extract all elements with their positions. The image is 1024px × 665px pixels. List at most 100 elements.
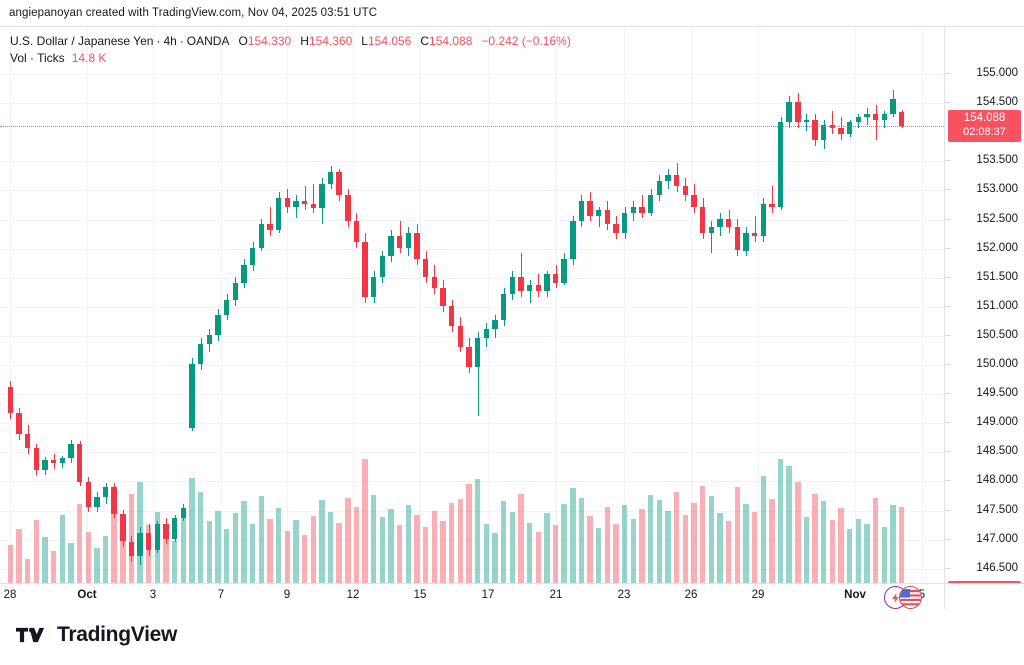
candle-body (751, 233, 758, 236)
volume-bar (345, 497, 351, 583)
candle-body (492, 320, 498, 330)
candle-body (795, 102, 801, 123)
candle-wick (884, 110, 885, 129)
volume-bar (120, 517, 126, 583)
volume-bar (258, 496, 264, 583)
price-axis-label: 146.500 (976, 561, 1018, 574)
volume-bar (622, 505, 628, 583)
candle-body (570, 221, 576, 260)
candle-body (708, 227, 714, 234)
candle-body (163, 524, 169, 539)
volume-bar (310, 516, 316, 583)
time-axis[interactable]: 28 Oct 3 7 9 12 15 17 21 23 26 29 Nov 5 (0, 583, 1024, 610)
volume-bar (717, 513, 723, 583)
grid-line-horizontal (0, 393, 944, 395)
grid-line-horizontal (0, 451, 944, 453)
volume-bar (371, 494, 377, 583)
volume-bar (146, 525, 152, 583)
price-axis[interactable]: 155.000 154.500 153.500 153.000 152.500 152.0… (944, 27, 1024, 599)
tradingview-mark (16, 627, 45, 643)
volume-bar (509, 512, 515, 583)
volume-bar (518, 493, 524, 583)
candle-body (76, 444, 83, 482)
candle-body (890, 99, 896, 114)
volume-bar (414, 514, 420, 583)
candle-wick (538, 273, 539, 298)
volume-bar (535, 532, 541, 583)
volume-bar (59, 514, 65, 583)
price-axis-tick (945, 480, 951, 481)
volume-bar (604, 506, 611, 583)
candle-body (189, 364, 195, 429)
time-axis-label: 21 (549, 589, 563, 601)
candle-body (24, 433, 31, 449)
candle-wick (521, 253, 522, 298)
candle-body (587, 201, 593, 216)
candle-body (397, 235, 403, 248)
volume-bar (76, 504, 83, 583)
volume-bar (379, 517, 386, 583)
candle-body (440, 288, 446, 306)
volume-bar (890, 505, 896, 583)
candle-body (68, 444, 74, 459)
bar-countdown: 02:08:37 (963, 125, 1006, 138)
candle-body (630, 206, 637, 213)
volume-bar (751, 512, 758, 583)
candle-body (336, 171, 342, 196)
candle-body (448, 305, 455, 327)
candle-body (457, 326, 463, 347)
price-axis-label: 147.500 (976, 503, 1018, 516)
grid-line-horizontal (0, 510, 944, 512)
candle-body (111, 487, 117, 515)
price-axis-tick (945, 277, 951, 278)
grid-line-vertical (758, 27, 759, 583)
volume-bar (483, 524, 489, 583)
volume-bar (500, 501, 507, 583)
volume-bar (397, 525, 403, 583)
volume-bar (102, 535, 109, 583)
volume-bar (94, 547, 100, 583)
price-line (0, 126, 944, 128)
time-axis-label: 23 (617, 589, 631, 601)
candle-body (223, 299, 230, 315)
volume-bar (16, 528, 22, 583)
candle-body (873, 113, 879, 120)
candle-wick (876, 105, 877, 140)
candle-wick (530, 279, 531, 303)
candle-body (518, 276, 524, 292)
candle-body (760, 203, 766, 236)
grid-line-vertical (287, 27, 288, 583)
price-axis-label: 152.000 (976, 241, 1018, 254)
volume-bar (639, 509, 645, 583)
time-axis-label: 5 (918, 589, 926, 601)
volume-bar (795, 481, 801, 583)
volume-bar (362, 459, 368, 583)
candle-body (154, 524, 161, 551)
volume-bar (284, 530, 290, 583)
grid-line-horizontal (0, 306, 944, 308)
candle-body (526, 285, 533, 292)
volume-bar (821, 501, 827, 583)
volume-bar (474, 478, 481, 583)
candle-body (362, 241, 368, 298)
candle-body (578, 201, 585, 222)
volume-bar (855, 518, 862, 583)
volume-bar (232, 513, 238, 583)
volume-bar (544, 513, 550, 583)
chart-badges (884, 586, 940, 610)
grid-line-horizontal (0, 219, 944, 221)
time-axis-label: 9 (283, 589, 291, 601)
grid-line-horizontal (0, 277, 944, 279)
volume-bar (552, 525, 559, 583)
time-axis-label: 28 (3, 589, 17, 601)
price-axis-tick (945, 306, 951, 307)
candle-body (215, 314, 221, 335)
volume-bar (769, 498, 775, 583)
volume-bar (293, 520, 299, 583)
us-flag-icon[interactable] (899, 586, 922, 609)
grid-line-vertical (10, 27, 11, 583)
chart-plot-area[interactable] (0, 27, 944, 583)
volume-bar (241, 501, 247, 583)
candle-body (596, 209, 602, 216)
candle-body (613, 224, 619, 234)
